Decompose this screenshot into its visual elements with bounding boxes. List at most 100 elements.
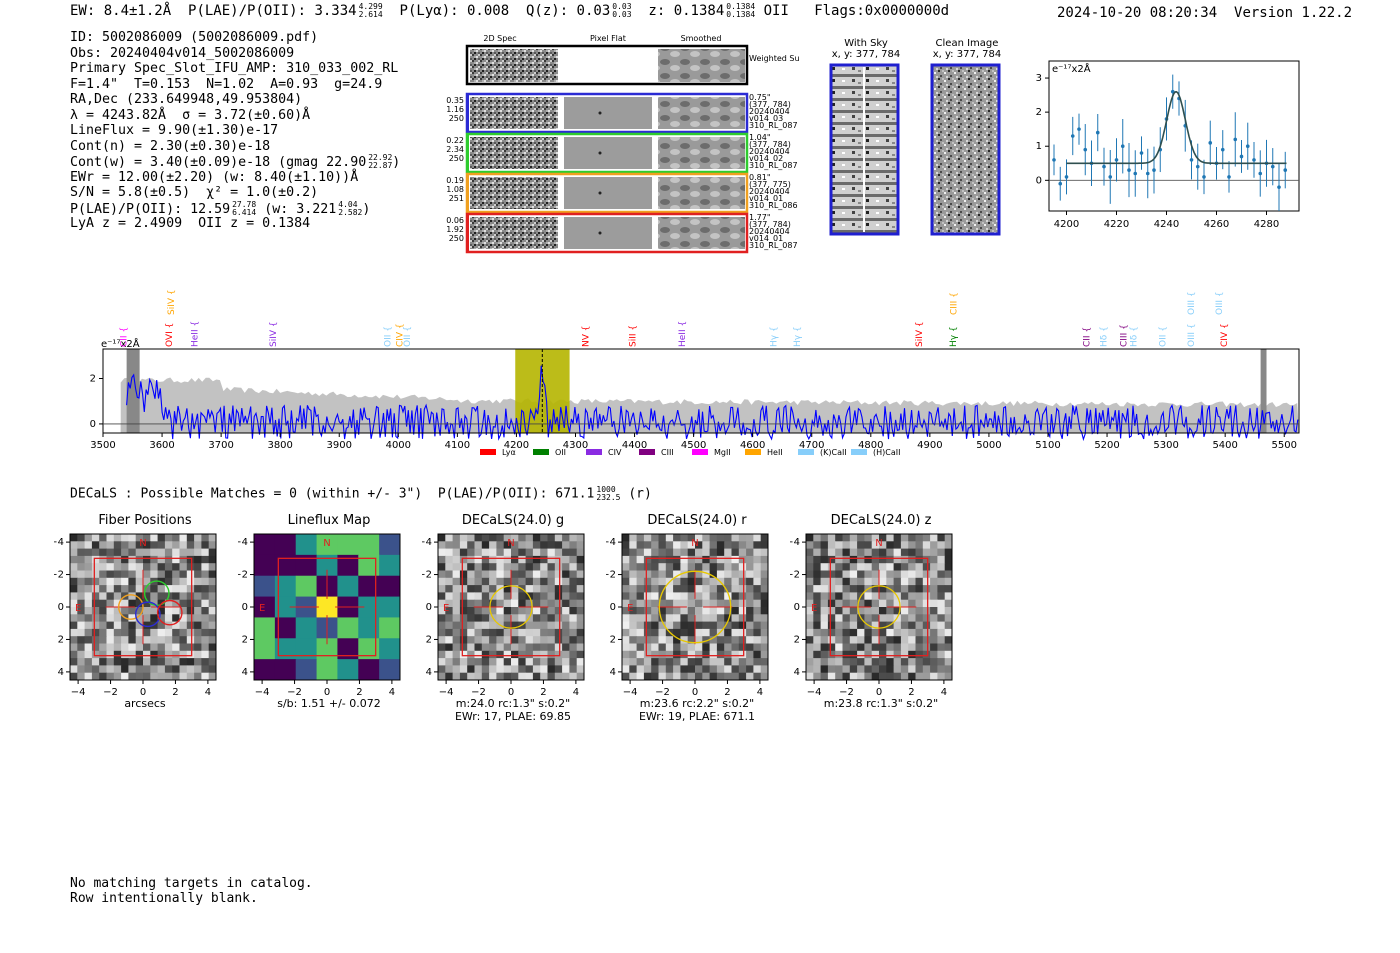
panel-xtick-label: 0 bbox=[508, 687, 514, 698]
panel-pixel bbox=[643, 541, 652, 550]
panel-pixel bbox=[864, 570, 873, 579]
panel-pixel bbox=[629, 665, 638, 674]
panel-pixel bbox=[113, 534, 122, 542]
panel-pixel bbox=[636, 636, 645, 644]
panel-pixel bbox=[84, 658, 93, 666]
panel-pixel bbox=[731, 658, 740, 666]
panel-pixel bbox=[172, 548, 180, 557]
panel-pixel bbox=[738, 621, 747, 630]
panel-pixel bbox=[503, 621, 512, 630]
panel-pixel bbox=[562, 621, 570, 630]
footer-line-1: No matching targets in catalog. bbox=[70, 876, 313, 891]
panel-pixel bbox=[554, 585, 563, 593]
panel-pixel bbox=[569, 636, 578, 644]
panel-pixel bbox=[871, 665, 880, 674]
panel-pixel bbox=[835, 643, 843, 652]
panel-pixel bbox=[738, 599, 747, 608]
panel-pixel bbox=[871, 541, 880, 550]
panel-pixel bbox=[673, 621, 681, 630]
panel-pixel bbox=[709, 628, 718, 637]
zoom-data-point bbox=[1220, 147, 1225, 152]
panel-pixel bbox=[186, 534, 195, 542]
panel-pixel bbox=[201, 548, 210, 557]
panel-pixel bbox=[467, 650, 475, 659]
panel-ytick-label: −4 bbox=[238, 537, 248, 548]
panel-pixel bbox=[643, 636, 652, 644]
cutout-smoothed bbox=[658, 177, 745, 209]
panel-pixel bbox=[665, 592, 674, 601]
panel-pixel bbox=[709, 650, 718, 659]
panel-ytick-label: 2 bbox=[610, 634, 616, 645]
panel-pixel bbox=[562, 570, 570, 579]
panel-pixel bbox=[576, 628, 585, 637]
panel-pixel bbox=[835, 541, 843, 550]
panel-pixel bbox=[651, 570, 659, 579]
panel-pixel bbox=[503, 672, 512, 681]
panel-pixel bbox=[532, 628, 541, 637]
panel-pixel bbox=[128, 555, 137, 564]
panel-pixel bbox=[562, 592, 570, 601]
panel-pixel bbox=[554, 658, 563, 666]
panel-pixel bbox=[937, 563, 946, 571]
panel-pixel bbox=[629, 599, 638, 608]
panel-pixel bbox=[379, 575, 401, 598]
panel-pixel bbox=[806, 592, 814, 601]
cutout-left-value: 251 bbox=[449, 194, 464, 203]
east-label: E bbox=[75, 603, 81, 614]
panel-pixel bbox=[893, 585, 902, 593]
panel-pixel bbox=[724, 672, 732, 681]
panel-pixel bbox=[77, 650, 86, 659]
panel-pixel bbox=[643, 658, 652, 666]
panel-pixel bbox=[540, 607, 548, 615]
panel-pixel bbox=[908, 534, 916, 542]
panel-pixel bbox=[908, 548, 916, 557]
panel-pixel bbox=[886, 541, 895, 550]
panel-pixel bbox=[643, 665, 652, 674]
panel-pixel bbox=[106, 599, 115, 608]
panel-pixel bbox=[576, 658, 585, 666]
panel-pixel bbox=[511, 599, 519, 608]
panel-pixel bbox=[746, 628, 754, 637]
search-box bbox=[829, 557, 929, 657]
panel-pixel bbox=[687, 665, 696, 674]
panel-pixel bbox=[746, 570, 754, 579]
panel-caption-line: EWr: 19, PLAE: 671.1 bbox=[638, 710, 756, 723]
panel-pixel bbox=[532, 585, 541, 593]
panel-pixel bbox=[813, 658, 822, 666]
panel-pixel bbox=[643, 621, 652, 630]
col-label-2dspec: 2D Spec bbox=[483, 34, 516, 43]
panel-pixel bbox=[673, 607, 681, 615]
panel-pixel bbox=[886, 658, 895, 666]
cutout-pixel-flat bbox=[564, 217, 652, 249]
panel-pixel bbox=[651, 577, 659, 586]
panel-pixel bbox=[651, 563, 659, 571]
version: Version 1.22.2 bbox=[1234, 5, 1353, 21]
cutout-right-value: 0.81" bbox=[749, 173, 771, 182]
panel-pixel bbox=[496, 636, 505, 644]
panel-pixel bbox=[438, 621, 446, 630]
panel-pixel bbox=[673, 658, 681, 666]
panel-pixel bbox=[106, 577, 115, 586]
panel-pixel bbox=[893, 636, 902, 644]
panel-pixel bbox=[622, 555, 630, 564]
panel-pixel bbox=[738, 555, 747, 564]
panel-pixel bbox=[489, 658, 497, 666]
panel-pixel bbox=[944, 621, 953, 630]
qz-value: Q(z): 0.03 bbox=[525, 3, 611, 19]
panel-pixel bbox=[511, 555, 519, 564]
panel-pixel bbox=[702, 592, 711, 601]
panel-pixel bbox=[651, 672, 659, 681]
panel-pixel bbox=[893, 621, 902, 630]
panel-pixel bbox=[724, 555, 732, 564]
panel-pixel bbox=[179, 585, 188, 593]
panel-pixel bbox=[806, 614, 814, 623]
panel-pixel bbox=[731, 570, 740, 579]
panel-pixel bbox=[194, 607, 202, 615]
north-label: N bbox=[139, 538, 146, 549]
zoom-data-point bbox=[1252, 158, 1256, 162]
panel-pixel bbox=[665, 614, 674, 623]
panel-caption: s/b: 1.51 +/- 0.072 bbox=[244, 697, 414, 710]
panel-pixel bbox=[908, 672, 916, 681]
